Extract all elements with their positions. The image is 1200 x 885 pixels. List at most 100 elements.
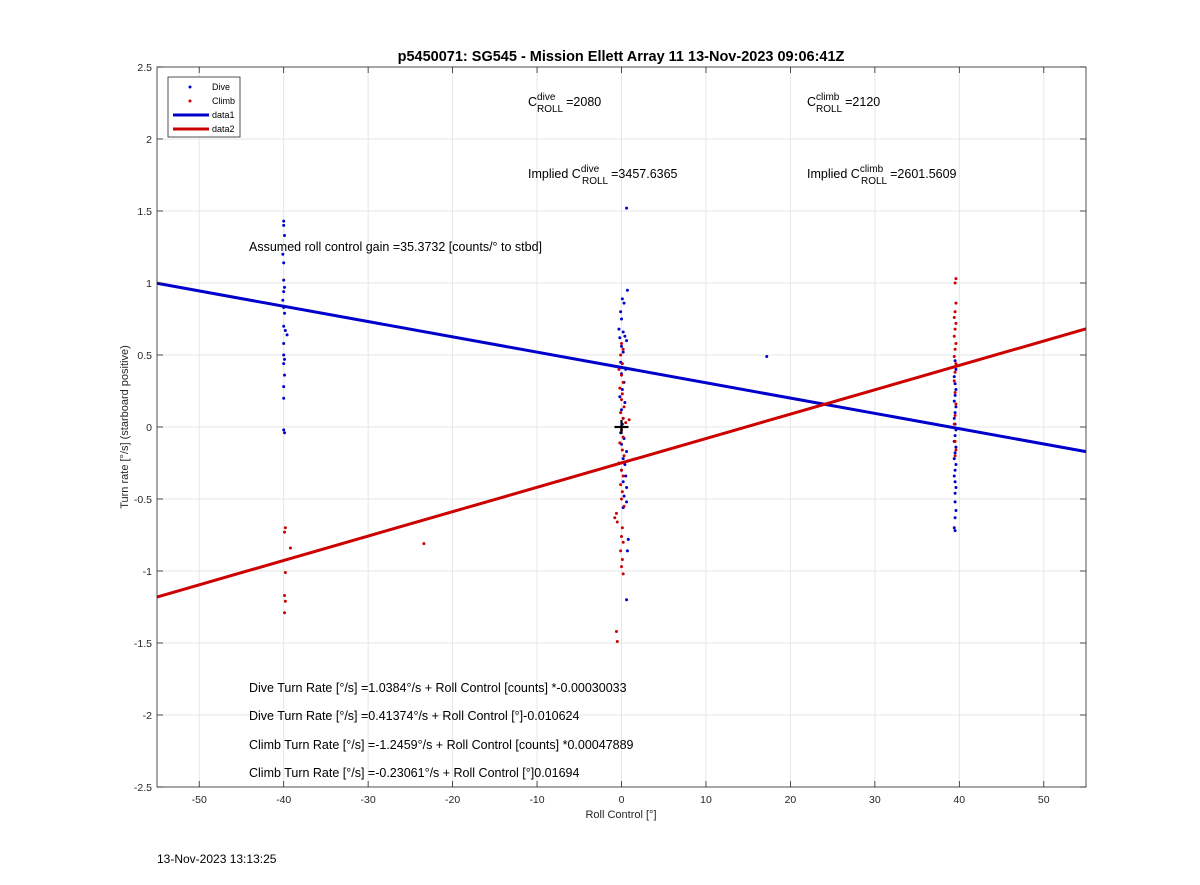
x-tick-label: -40 — [276, 794, 291, 806]
climb-point — [619, 549, 623, 553]
chart-title: p5450071: SG545 - Mission Ellett Array 1… — [398, 49, 845, 65]
climb-point — [621, 435, 625, 439]
y-tick-label: 0.5 — [137, 350, 152, 362]
y-tick-label: 1.5 — [137, 206, 152, 218]
legend-dive-marker — [188, 85, 192, 89]
dive-point — [952, 416, 956, 420]
series-data1-fit-line — [156, 281, 1087, 454]
implied-dive-sup: dive — [581, 164, 600, 175]
dive-point — [625, 549, 629, 553]
ticks: -50 -40 -30 -20 -10 0 10 20 30 40 50-2.5-2-1.5-1-0… — [134, 62, 1086, 806]
dive-point — [954, 462, 958, 466]
climb-point — [952, 379, 956, 383]
climb-point — [952, 422, 956, 426]
legend-climb-label: Climb — [212, 96, 235, 106]
implied-dive-sub: ROLL — [582, 176, 609, 187]
climb-point — [283, 599, 287, 603]
legend-box — [167, 76, 241, 138]
dive-point — [952, 399, 956, 403]
climb-point — [620, 565, 623, 569]
dive-point — [620, 317, 623, 321]
dive-point — [625, 485, 629, 489]
climb-point — [619, 353, 623, 357]
climb-point — [620, 341, 623, 345]
x-tick-label: 40 — [953, 794, 965, 806]
implied-climb-prefix: Implied — [807, 167, 851, 181]
climb-point — [621, 380, 625, 384]
climb-point — [283, 530, 287, 534]
climb-point — [954, 341, 958, 345]
x-tick-label: 10 — [700, 794, 712, 806]
dive-point — [618, 336, 622, 340]
dive-point — [953, 468, 957, 472]
dive-point — [283, 233, 287, 237]
dive-point — [623, 401, 627, 405]
climb-point — [622, 454, 626, 458]
dive-point — [282, 428, 286, 432]
y-tick-label: -1 — [143, 566, 152, 578]
dive-point — [953, 451, 957, 455]
dive-point — [282, 341, 286, 345]
dive-point — [952, 474, 956, 478]
dive-point — [954, 388, 958, 392]
dive-point — [282, 396, 286, 400]
dive-point — [953, 500, 957, 504]
climb-point — [621, 474, 625, 478]
dive-point — [954, 367, 958, 371]
legend-dive-label: Dive — [212, 82, 230, 92]
implied-climb-sub: ROLL — [861, 176, 888, 187]
series-data2-fit-line — [156, 327, 1087, 599]
climb-point — [620, 497, 623, 501]
dive-point — [953, 480, 957, 484]
climb-point — [952, 316, 956, 320]
implied-dive-prefix: Implied — [528, 167, 572, 181]
dive-point — [282, 385, 286, 389]
x-tick-label: -20 — [445, 794, 460, 806]
climb-point — [620, 557, 624, 561]
climb-point — [622, 504, 626, 508]
climb-point — [621, 572, 625, 576]
c-dive-value: =2080 — [566, 95, 601, 109]
climb-point — [614, 629, 618, 633]
climb-point — [627, 418, 631, 422]
x-tick-label: 0 — [619, 794, 625, 806]
dive-point — [954, 445, 958, 449]
climb-point — [954, 362, 958, 366]
dive-point — [953, 382, 957, 386]
dive-point — [621, 480, 625, 484]
implied-dive-value: =3457.6365 — [611, 167, 677, 181]
dive-point — [622, 301, 626, 305]
dive-point — [952, 526, 956, 530]
dive-point — [282, 353, 286, 357]
climb-point — [618, 441, 622, 445]
climb-point — [952, 334, 956, 338]
dive-point — [618, 395, 622, 399]
dive-point — [283, 329, 287, 333]
y-tick-label: 0 — [146, 422, 152, 434]
climb-point — [615, 640, 619, 644]
dive-point — [953, 529, 957, 533]
dive-point — [953, 411, 957, 415]
c-climb-value: =2120 — [845, 95, 880, 109]
dive-point — [282, 324, 286, 328]
c-dive-base: C — [528, 95, 537, 109]
c-climb-sup: climb — [816, 92, 840, 103]
x-tick-label: -10 — [529, 794, 544, 806]
climb-point — [619, 411, 623, 415]
c-dive-sup: dive — [537, 92, 556, 103]
dive-point — [626, 537, 630, 541]
climb-point — [953, 310, 957, 314]
y-tick-label: -1.5 — [134, 638, 152, 650]
dive-point — [952, 375, 956, 379]
climb-point — [952, 354, 956, 358]
climb-point — [953, 370, 957, 374]
climb-point — [622, 405, 626, 409]
climb-point — [624, 421, 628, 425]
dive-point — [620, 344, 623, 348]
climb-point — [620, 526, 624, 530]
x-tick-label: -50 — [192, 794, 207, 806]
dive-point — [625, 598, 629, 602]
dive-point — [620, 388, 624, 392]
climb-point — [953, 327, 957, 331]
